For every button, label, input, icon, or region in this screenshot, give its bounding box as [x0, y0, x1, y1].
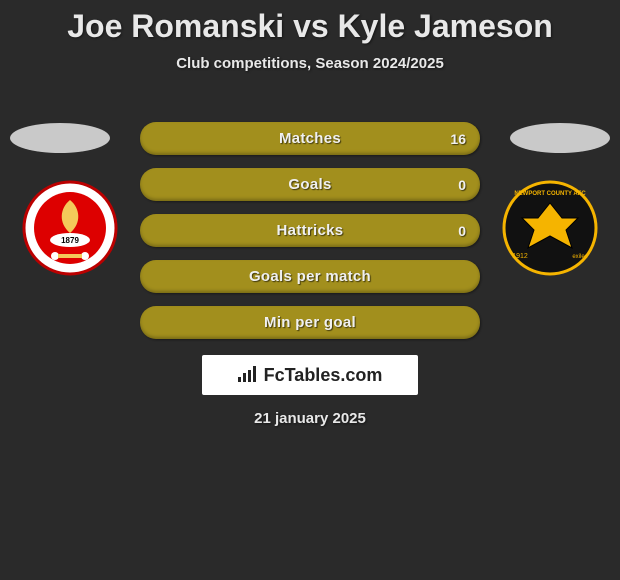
svg-text:exiles: exiles: [572, 254, 587, 260]
stat-bar-hattricks: Hattricks 0: [140, 214, 480, 247]
stat-bar-goals-per-match: Goals per match: [140, 260, 480, 293]
svg-text:1879: 1879: [61, 236, 79, 245]
player-photo-right: [510, 123, 610, 153]
stat-value: 0: [458, 177, 466, 193]
date-label: 21 january 2025: [0, 410, 620, 427]
stat-label: Min per goal: [264, 314, 356, 331]
subtitle: Club competitions, Season 2024/2025: [0, 55, 620, 72]
stat-value: 16: [450, 131, 466, 147]
stat-bars: Matches 16 Goals 0 Hattricks 0 Goals per…: [140, 122, 480, 352]
stat-bar-matches: Matches 16: [140, 122, 480, 155]
player-photo-left: [10, 123, 110, 153]
svg-text:1912: 1912: [512, 253, 528, 260]
watermark: FcTables.com: [202, 355, 418, 395]
club-crest-left: 1879: [20, 178, 120, 262]
stat-label: Goals per match: [249, 268, 371, 285]
watermark-text: FcTables.com: [264, 365, 383, 386]
newport-crest-icon: NEWPORT COUNTY AFC 1912 exiles: [500, 178, 600, 278]
svg-text:NEWPORT COUNTY AFC: NEWPORT COUNTY AFC: [514, 191, 586, 197]
stat-bar-goals: Goals 0: [140, 168, 480, 201]
stat-label: Matches: [279, 130, 341, 147]
swindon-crest-icon: 1879: [20, 178, 120, 278]
chart-icon: [238, 366, 258, 387]
stat-value: 0: [458, 223, 466, 239]
club-crest-right: NEWPORT COUNTY AFC 1912 exiles: [500, 178, 600, 262]
stat-label: Hattricks: [277, 222, 344, 239]
stat-bar-min-per-goal: Min per goal: [140, 306, 480, 339]
stat-label: Goals: [288, 176, 331, 193]
page-title: Joe Romanski vs Kyle Jameson: [0, 0, 620, 45]
